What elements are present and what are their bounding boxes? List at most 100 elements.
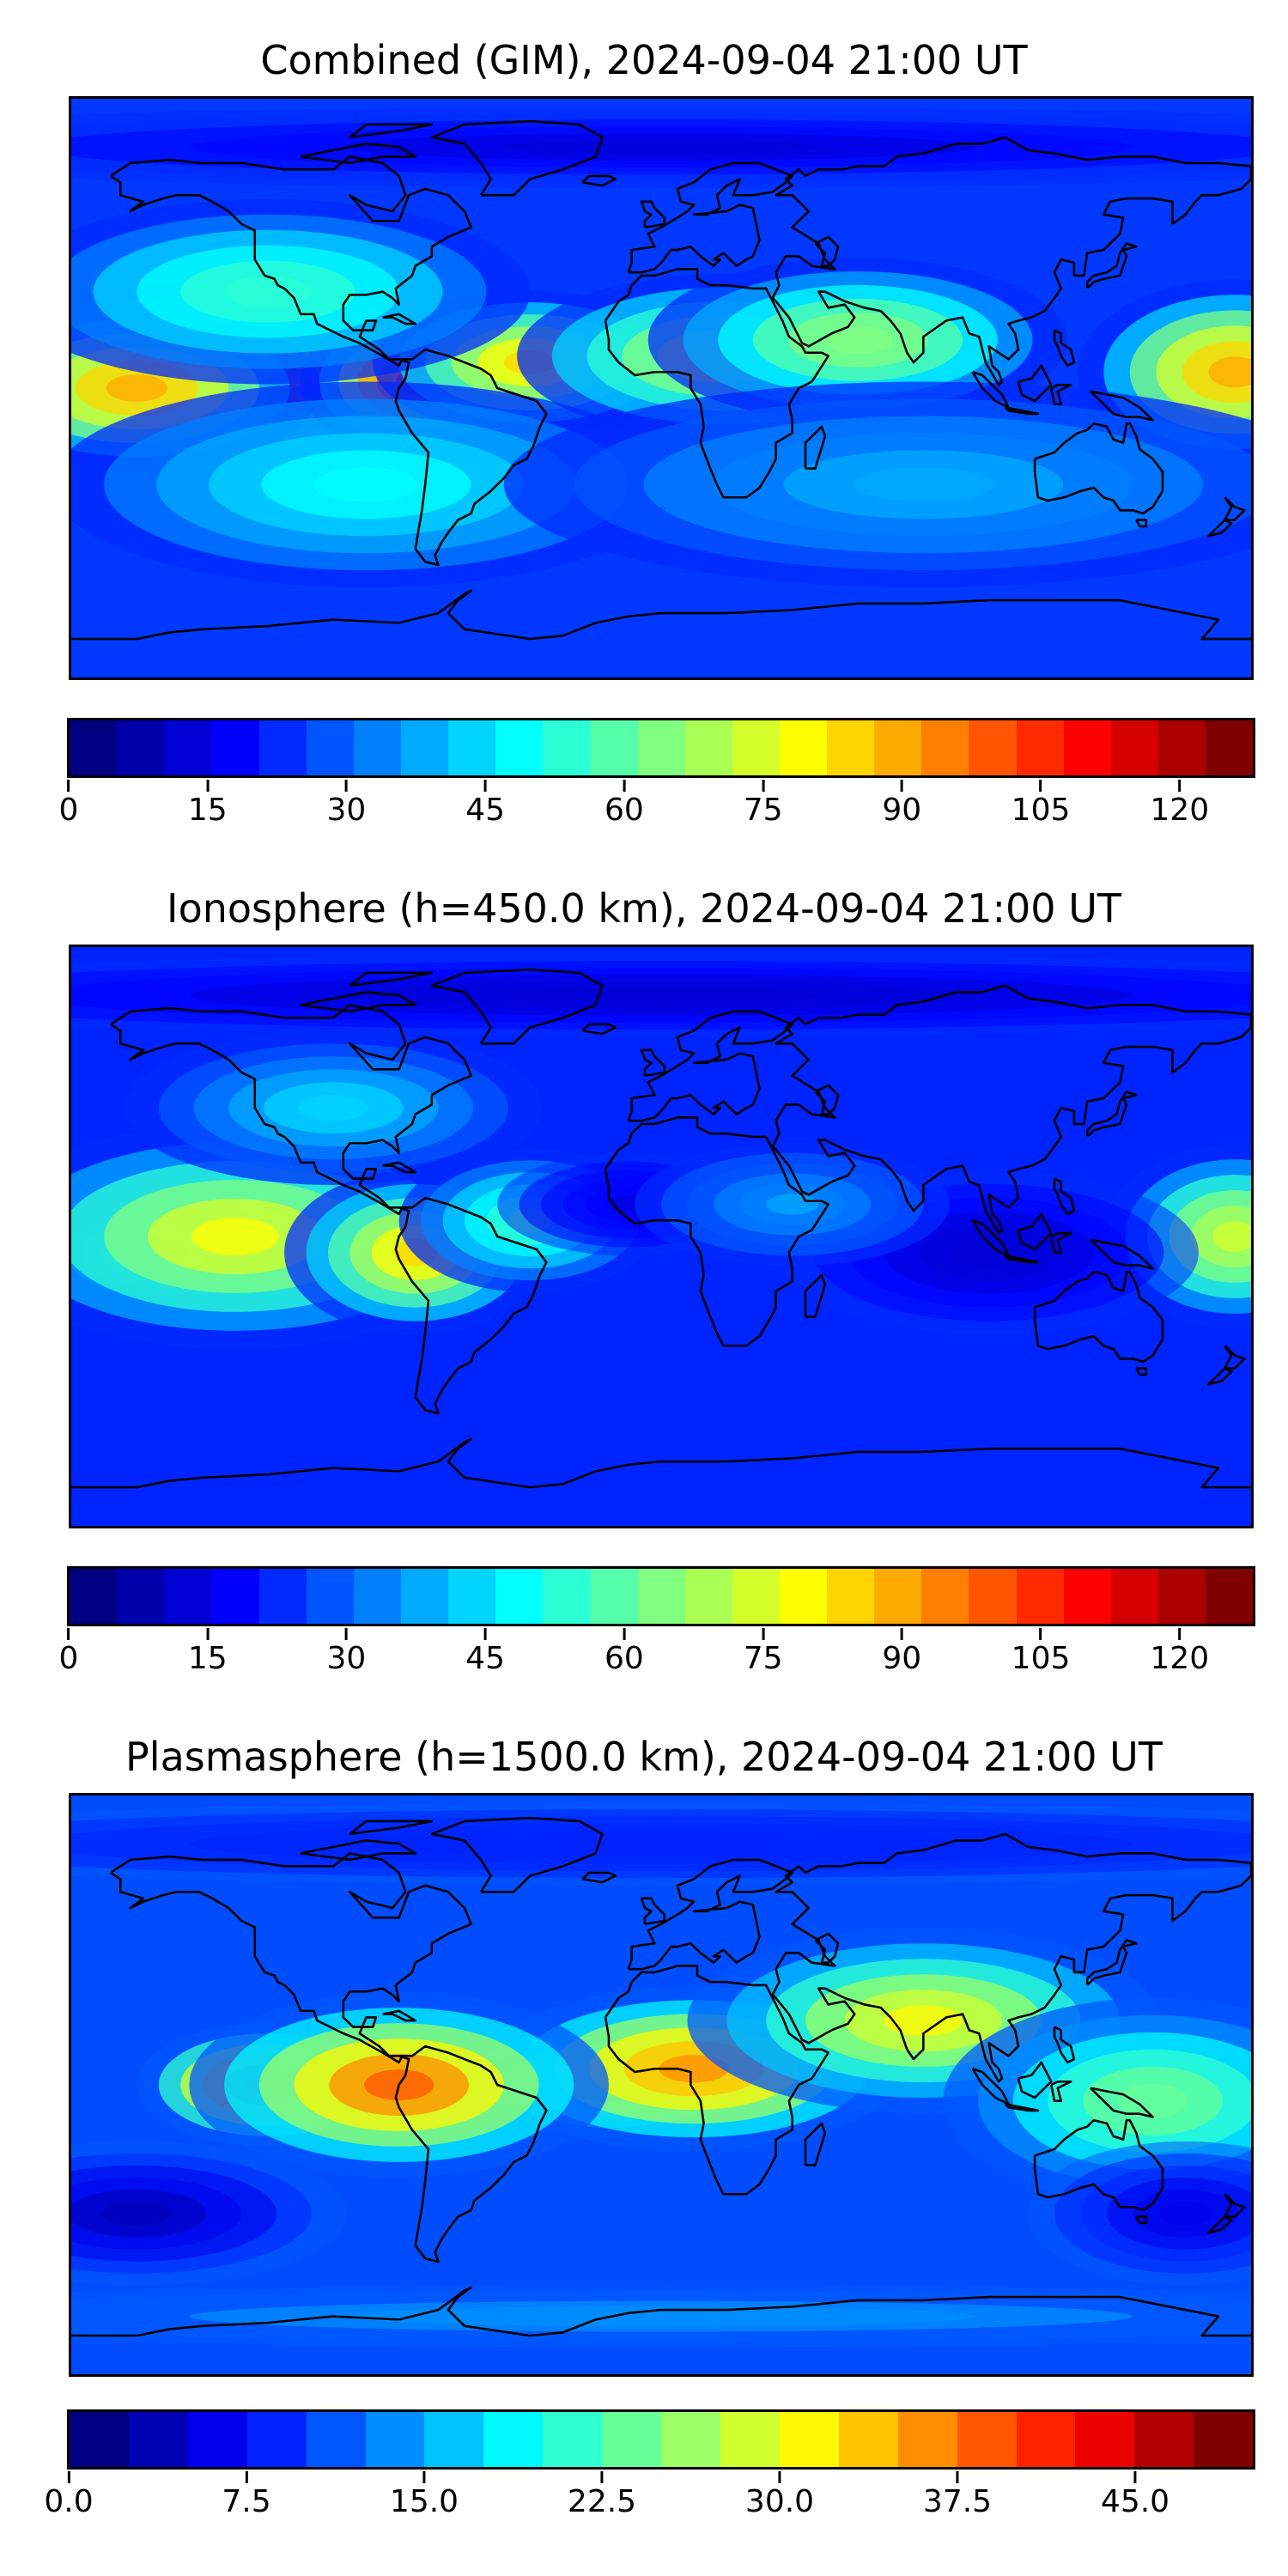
colorbar-segment [1016, 720, 1064, 775]
coastline-16 [1033, 422, 1164, 515]
colorbar-tick-label: 30.0 [744, 2484, 815, 2519]
coastline-17 [1135, 2215, 1148, 2225]
coastline-4 [640, 1897, 666, 1926]
colorbar-tick-label: 105 [1011, 1641, 1071, 1676]
coastline-0 [110, 155, 472, 368]
panel1-field-layers [71, 99, 1251, 677]
field-contour-8-5 [224, 276, 312, 307]
colorbar-tick-label: 120 [1150, 793, 1210, 828]
colorbar-segment [1075, 2412, 1135, 2467]
coastline-9 [1085, 1091, 1138, 1138]
coastline-12 [1004, 1255, 1040, 1264]
colorbar-segment [590, 1569, 638, 1624]
field-contour-9-5 [313, 467, 419, 502]
panel2-coastlines [71, 968, 1251, 1489]
colorbar-segment [779, 1569, 827, 1624]
coastline-3 [627, 1010, 793, 1122]
panel3-colorbar-ticks: 0.0 7.5 15.0 22.5 30.0 37.5 45.0 [44, 2483, 1254, 2526]
coastline-13 [1049, 1231, 1072, 1255]
colorbar-segment [543, 720, 591, 775]
colorbar-tick-label: 30 [326, 1641, 367, 1676]
colorbar-segment [637, 1569, 685, 1624]
colorbar-segment [70, 2412, 129, 2467]
coastline-1 [430, 1816, 604, 1893]
coastline-5 [604, 1116, 829, 1347]
coastline-12 [1004, 2103, 1040, 2112]
coastline-2 [394, 348, 548, 567]
coastline-0 [110, 1852, 472, 2064]
coastline-13 [1049, 2080, 1072, 2103]
colorbar-segment [117, 1569, 165, 1624]
colorbar-tick-label: 45.0 [1100, 2484, 1170, 2519]
field-contour-8-5 [766, 1194, 819, 1215]
coastline-20 [581, 1871, 617, 1884]
colorbar-tick-label: 120 [1150, 1641, 1210, 1676]
colorbar-tick-label: 75 [743, 1641, 783, 1676]
colorbar-segment [1206, 1569, 1254, 1624]
colorbar-segment [1110, 720, 1158, 775]
panel1-map [69, 96, 1254, 680]
colorbar-segment [164, 1569, 212, 1624]
coastline-23 [300, 1839, 417, 1862]
colorbar-segment [732, 720, 780, 775]
colorbar-tick-label: 7.5 [222, 2484, 271, 2519]
colorbar-tick-label: 0.0 [44, 2484, 94, 2519]
coastline-5 [604, 268, 829, 499]
coastline-18 [1224, 2193, 1246, 2218]
colorbar-tick-label: 30 [326, 793, 367, 828]
colorbar-tick-label: 0 [58, 1641, 79, 1676]
colorbar-segment [684, 1569, 732, 1624]
colorbar-segment [211, 720, 259, 775]
colorbar-segment [827, 1569, 875, 1624]
panel2-colorbar [67, 1566, 1255, 1626]
colorbar-tick-label: 90 [882, 1641, 922, 1676]
field-contour-10-5 [503, 2311, 819, 2322]
colorbar-segment [637, 720, 685, 775]
field-contour-7-5 [1208, 356, 1251, 388]
colorbar-segment [779, 720, 827, 775]
coastline-19 [1207, 1367, 1233, 1386]
colorbar-segment [306, 2412, 366, 2467]
colorbar-segment [1157, 720, 1206, 775]
colorbar-segment [258, 1569, 307, 1624]
coastline-2 [394, 2044, 548, 2263]
field-contour-9-5 [298, 1095, 369, 1121]
coastline-15 [1053, 2026, 1076, 2064]
colorbar-segment [448, 720, 496, 775]
field-contour-11-5 [503, 140, 819, 155]
field-contour-3-5 [659, 2055, 729, 2083]
coastline-9 [1085, 242, 1138, 289]
coastline-21 [382, 1161, 417, 1174]
coastline-18 [1224, 496, 1246, 521]
coastline-0 [110, 1004, 472, 1216]
coastline-7 [771, 136, 1251, 386]
coastline-18 [1224, 1345, 1246, 1370]
coastline-8 [814, 1084, 840, 1115]
coastline-24 [349, 971, 434, 987]
colorbar-segment [400, 720, 448, 775]
colorbar-segment [779, 2412, 839, 2467]
coastline-19 [1207, 519, 1233, 538]
panel1-colorbar [67, 718, 1255, 778]
field-contour-5-5 [1212, 1221, 1251, 1252]
colorbar-segment [1134, 2412, 1194, 2467]
colorbar-tick-label: 45 [465, 1641, 506, 1676]
colorbar-segment [874, 720, 922, 775]
colorbar-tick-label: 75 [743, 793, 783, 828]
colorbar-segment [353, 720, 401, 775]
panel3-tec-field [71, 1795, 1251, 2374]
colorbar-segment [1194, 2412, 1254, 2467]
colorbar-segment [483, 2412, 544, 2467]
coastline-15 [1053, 1177, 1076, 1216]
coastline-8 [814, 235, 840, 267]
colorbar-tick-label: 37.5 [922, 2484, 993, 2519]
coastline-12 [1004, 406, 1040, 416]
coastline-21 [382, 2009, 417, 2022]
coastline-16 [1033, 1270, 1164, 1364]
colorbar-segment [543, 1569, 591, 1624]
colorbar-segment [720, 2412, 780, 2467]
coastline-15 [1053, 329, 1076, 368]
coastline-6 [804, 1273, 827, 1318]
colorbar-segment [838, 2412, 898, 2467]
colorbar-tick-label: 60 [604, 793, 644, 828]
